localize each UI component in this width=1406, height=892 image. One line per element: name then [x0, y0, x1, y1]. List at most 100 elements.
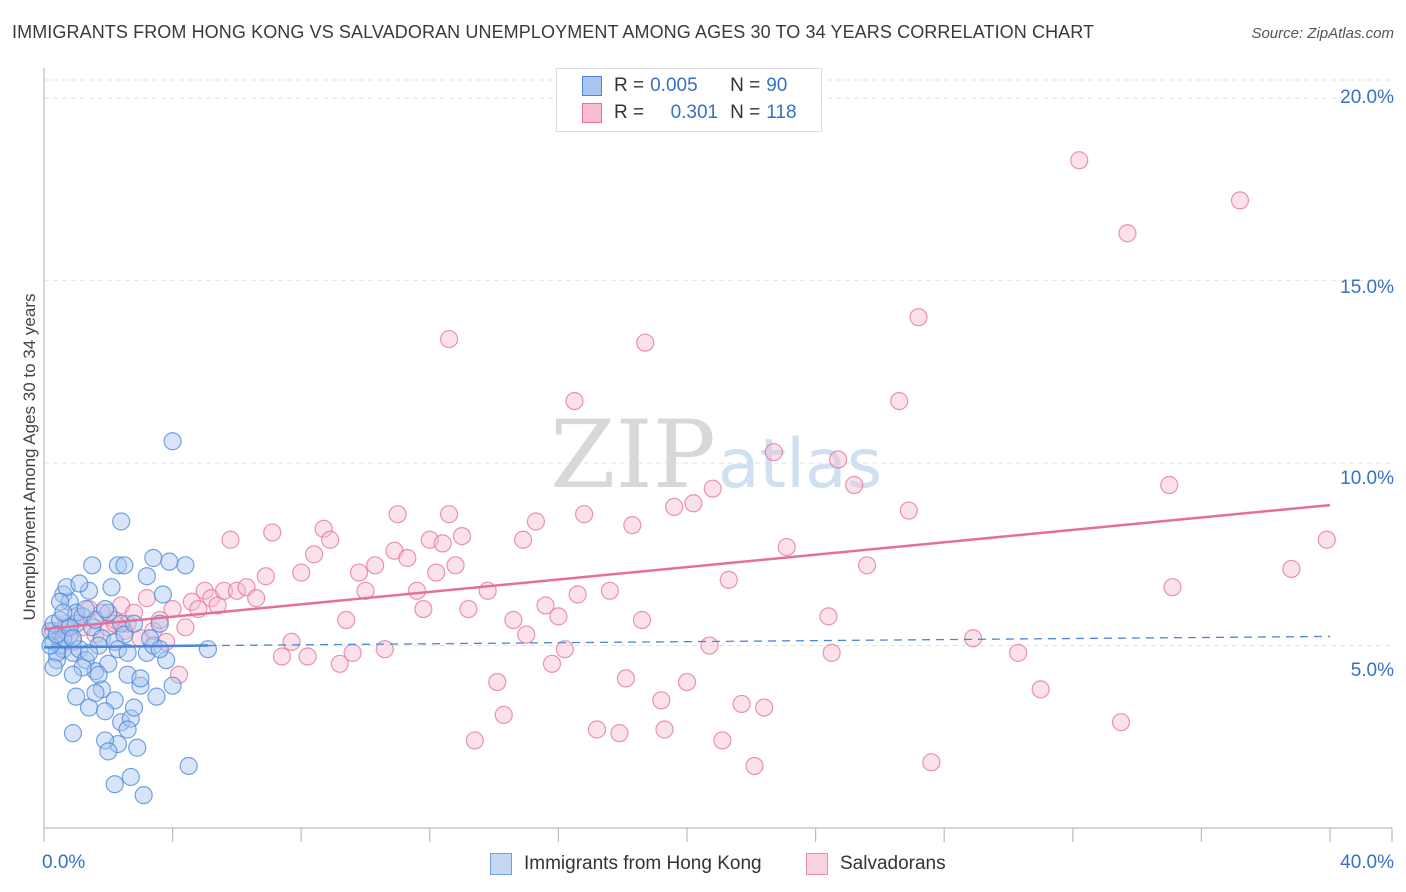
hong-kong-point: [50, 592, 70, 611]
hong-kong-point: [124, 698, 144, 717]
salvadoran-point: [256, 567, 275, 586]
hong-kong-point: [108, 640, 128, 659]
hong-kong-point: [76, 599, 95, 619]
bottom-legend-label: Immigrants from Hong Kong: [524, 853, 762, 874]
salvadoran-point: [407, 581, 427, 600]
hong-kong-point: [124, 614, 144, 633]
salvadoran-point: [536, 596, 555, 615]
salvadoran-point: [623, 516, 642, 535]
salvadoran-point: [1160, 475, 1179, 495]
salvadoran-point: [703, 479, 722, 498]
salvadoran-point: [819, 607, 838, 626]
x-tick-label: 40.0%: [1340, 852, 1394, 873]
trend-lines: [43, 503, 1331, 649]
hong-kong-point: [41, 636, 60, 655]
salvadoran-point: [575, 505, 594, 524]
hong-kong-point: [63, 724, 83, 743]
salvadoran-point: [227, 581, 246, 600]
hong-kong-point: [128, 738, 147, 757]
hong-kong-point: [95, 731, 115, 750]
hong-kong-point: [179, 756, 198, 776]
salvadoran-point: [504, 610, 523, 630]
hong-kong-point: [118, 643, 137, 662]
salvadoran-point: [314, 519, 333, 538]
hong-kong-point: [118, 720, 137, 739]
series-salvadorans: [44, 151, 1336, 776]
hong-kong-trend-extension: [207, 635, 1331, 647]
salvadoran-point: [568, 585, 587, 604]
salvadoran-point: [375, 640, 394, 659]
hong-kong-point: [131, 669, 150, 688]
salvadoran-point: [321, 530, 340, 549]
salvadoran-point: [414, 599, 433, 619]
y-tick-label: 5.0%: [1350, 660, 1394, 681]
hong-kong-point: [112, 713, 131, 732]
axes: [43, 68, 1393, 842]
legend-n-value: 90: [766, 75, 788, 96]
hong-kong-point: [79, 643, 99, 662]
hong-kong-point: [121, 709, 140, 728]
hong-kong-point: [70, 640, 89, 659]
hong-kong-point: [67, 687, 86, 706]
hong-kong-point: [86, 683, 105, 703]
salvadoran-point: [195, 581, 214, 600]
salvadoran-point: [732, 694, 751, 714]
salvadoran-point: [713, 731, 732, 750]
hong-kong-point: [47, 643, 66, 662]
salvadoran-point: [555, 640, 574, 659]
salvadoran-point: [169, 665, 189, 684]
salvadoran-point: [298, 647, 317, 666]
hong-kong-point: [99, 742, 118, 761]
salvadoran-point: [459, 599, 478, 619]
salvadoran-point: [565, 391, 584, 411]
salvadoran-point: [549, 607, 568, 626]
hong-kong-point: [134, 786, 153, 805]
hong-kong-point: [95, 599, 115, 619]
salvadoran-point: [755, 698, 774, 717]
hong-kong-point: [160, 552, 179, 571]
bottom-legend-hong-kong: Immigrants from Hong Kong: [490, 851, 762, 877]
salvadoran-point: [398, 548, 417, 568]
watermark-zip: ZIP: [550, 401, 716, 510]
salvadoran-point: [1163, 578, 1182, 597]
salvadoran-point: [366, 556, 385, 575]
grid-lines: [44, 79, 1392, 647]
legend-row-hong-kong: R = 0.005 N = 90: [582, 73, 787, 99]
salvadoran-point: [343, 643, 362, 662]
legend-r-value: 0.005: [650, 75, 698, 96]
salvadoran-point: [1230, 191, 1250, 210]
salvadoran-point: [922, 753, 941, 772]
hong-kong-point: [95, 702, 115, 721]
legend-n-label: N =: [730, 75, 761, 96]
salvadoran-point: [655, 720, 674, 739]
salvadoran-point: [890, 391, 909, 411]
salvadoran-point: [452, 526, 472, 546]
hong-kong-point: [63, 665, 83, 684]
hong-kong-point: [54, 603, 73, 622]
salvadoran-point: [182, 592, 201, 611]
salvadoran-point: [652, 691, 671, 710]
watermark-atlas: atlas: [718, 425, 882, 504]
legend-n-label: N =: [730, 102, 761, 123]
salvadoran-point: [513, 530, 533, 549]
hong-kong-point: [105, 775, 124, 794]
salvadoran-point: [1031, 680, 1050, 699]
salvadoran-point: [272, 647, 292, 666]
watermark: ZIP atlas: [550, 401, 882, 510]
y-tick-label: 10.0%: [1340, 468, 1394, 489]
salvadoran-point: [526, 512, 545, 531]
salvadoran-point: [636, 333, 655, 352]
salvadoran-point: [777, 537, 796, 557]
salvadoran-point: [446, 556, 465, 575]
hong-kong-point: [121, 767, 140, 787]
legend-r-value: 0.301: [670, 102, 719, 123]
salvadoran-point: [439, 505, 459, 524]
salvadoran-point: [263, 523, 282, 542]
salvadoran-point: [439, 329, 459, 349]
salvadoran-point: [542, 654, 562, 673]
hong-kong-point: [153, 585, 173, 604]
salvadoran-point: [137, 589, 156, 608]
hong-kong-point: [131, 676, 150, 695]
salvadoran-point: [1111, 713, 1131, 732]
